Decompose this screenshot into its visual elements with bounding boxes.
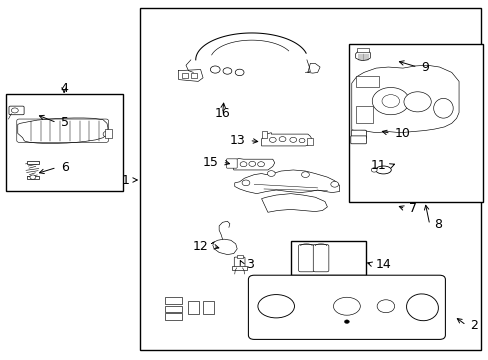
Bar	[140, 8, 480, 350]
Circle shape	[299, 138, 305, 143]
Circle shape	[371, 87, 408, 115]
Circle shape	[403, 92, 430, 112]
Text: 8: 8	[433, 218, 441, 231]
Bar	[236, 255, 242, 258]
Circle shape	[235, 69, 244, 76]
Ellipse shape	[375, 166, 390, 174]
Circle shape	[30, 175, 36, 179]
Bar	[164, 297, 182, 304]
Text: 7: 7	[408, 202, 416, 215]
Bar	[5, 94, 122, 191]
Polygon shape	[355, 49, 369, 60]
Bar	[182, 73, 187, 78]
Bar	[356, 48, 368, 52]
Bar	[261, 131, 267, 138]
Text: 5: 5	[61, 116, 68, 129]
FancyBboxPatch shape	[298, 244, 314, 272]
Polygon shape	[351, 65, 458, 133]
Bar	[306, 138, 312, 145]
Bar	[190, 73, 196, 78]
Text: 9: 9	[421, 60, 428, 73]
Circle shape	[223, 68, 231, 74]
Polygon shape	[234, 170, 339, 194]
FancyBboxPatch shape	[9, 106, 24, 115]
Circle shape	[269, 137, 276, 142]
Circle shape	[210, 66, 220, 73]
Circle shape	[330, 181, 338, 187]
Text: 13: 13	[229, 134, 245, 147]
Text: 3: 3	[245, 258, 253, 271]
Bar	[164, 306, 182, 312]
Text: 12: 12	[193, 240, 208, 253]
Bar	[104, 129, 112, 138]
Bar	[290, 241, 366, 275]
Bar	[26, 161, 39, 163]
Text: 6: 6	[61, 161, 68, 174]
Circle shape	[381, 95, 399, 108]
Bar	[232, 266, 246, 270]
Circle shape	[301, 172, 309, 177]
Ellipse shape	[333, 297, 360, 315]
Circle shape	[11, 108, 18, 113]
Circle shape	[103, 131, 111, 137]
Circle shape	[257, 162, 264, 167]
FancyBboxPatch shape	[350, 136, 366, 144]
Text: 10: 10	[394, 127, 410, 140]
Circle shape	[279, 136, 285, 141]
FancyBboxPatch shape	[313, 244, 328, 272]
Polygon shape	[261, 133, 312, 146]
Bar	[348, 44, 483, 202]
Polygon shape	[232, 158, 274, 170]
FancyBboxPatch shape	[350, 130, 366, 139]
Circle shape	[370, 168, 376, 172]
Circle shape	[267, 171, 275, 176]
Ellipse shape	[406, 294, 438, 321]
Bar	[355, 107, 372, 123]
Circle shape	[344, 320, 348, 323]
Text: 4: 4	[60, 82, 68, 95]
Circle shape	[376, 300, 394, 313]
Polygon shape	[261, 194, 327, 212]
Bar	[355, 76, 378, 87]
Text: 2: 2	[469, 319, 477, 332]
Text: 14: 14	[375, 258, 391, 271]
Ellipse shape	[433, 98, 452, 118]
FancyBboxPatch shape	[226, 159, 237, 168]
Bar	[164, 314, 182, 320]
Bar	[203, 301, 213, 315]
Circle shape	[248, 161, 255, 166]
Text: 11: 11	[370, 159, 386, 172]
Bar	[188, 301, 199, 315]
Bar	[26, 176, 39, 179]
Text: 15: 15	[203, 156, 218, 168]
FancyBboxPatch shape	[234, 257, 244, 269]
Text: 1: 1	[122, 174, 129, 186]
Circle shape	[242, 180, 249, 186]
Ellipse shape	[257, 294, 294, 318]
Polygon shape	[18, 118, 108, 143]
Polygon shape	[211, 239, 237, 255]
Circle shape	[240, 162, 246, 167]
Text: 16: 16	[214, 107, 230, 120]
Circle shape	[289, 137, 296, 142]
FancyBboxPatch shape	[248, 275, 445, 339]
